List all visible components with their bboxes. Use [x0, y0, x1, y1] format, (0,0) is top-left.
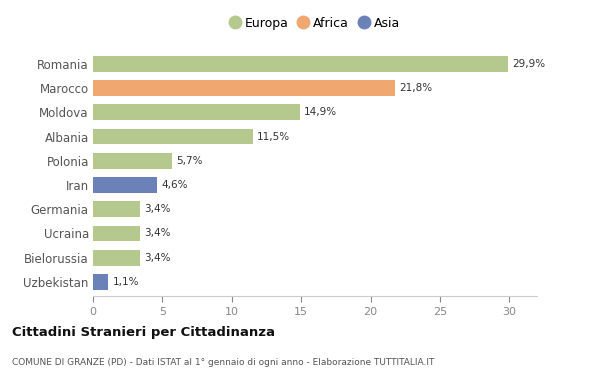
- Text: 21,8%: 21,8%: [400, 83, 433, 93]
- Text: 11,5%: 11,5%: [257, 131, 290, 142]
- Text: COMUNE DI GRANZE (PD) - Dati ISTAT al 1° gennaio di ogni anno - Elaborazione TUT: COMUNE DI GRANZE (PD) - Dati ISTAT al 1°…: [12, 358, 434, 367]
- Bar: [93, 129, 253, 144]
- Bar: [93, 201, 140, 217]
- Text: 4,6%: 4,6%: [161, 180, 187, 190]
- Bar: [93, 274, 108, 290]
- Text: Cittadini Stranieri per Cittadinanza: Cittadini Stranieri per Cittadinanza: [12, 326, 275, 339]
- Text: 29,9%: 29,9%: [512, 59, 545, 69]
- Text: 3,4%: 3,4%: [145, 228, 171, 238]
- Text: 5,7%: 5,7%: [176, 156, 203, 166]
- Bar: [93, 226, 140, 241]
- Legend: Europa, Africa, Asia: Europa, Africa, Asia: [226, 13, 404, 33]
- Bar: [93, 105, 300, 120]
- Bar: [93, 153, 172, 169]
- Text: 3,4%: 3,4%: [145, 204, 171, 214]
- Text: 14,9%: 14,9%: [304, 108, 337, 117]
- Bar: [93, 56, 508, 72]
- Bar: [93, 80, 395, 96]
- Text: 1,1%: 1,1%: [112, 277, 139, 287]
- Text: 3,4%: 3,4%: [145, 253, 171, 263]
- Bar: [93, 250, 140, 266]
- Bar: [93, 177, 157, 193]
